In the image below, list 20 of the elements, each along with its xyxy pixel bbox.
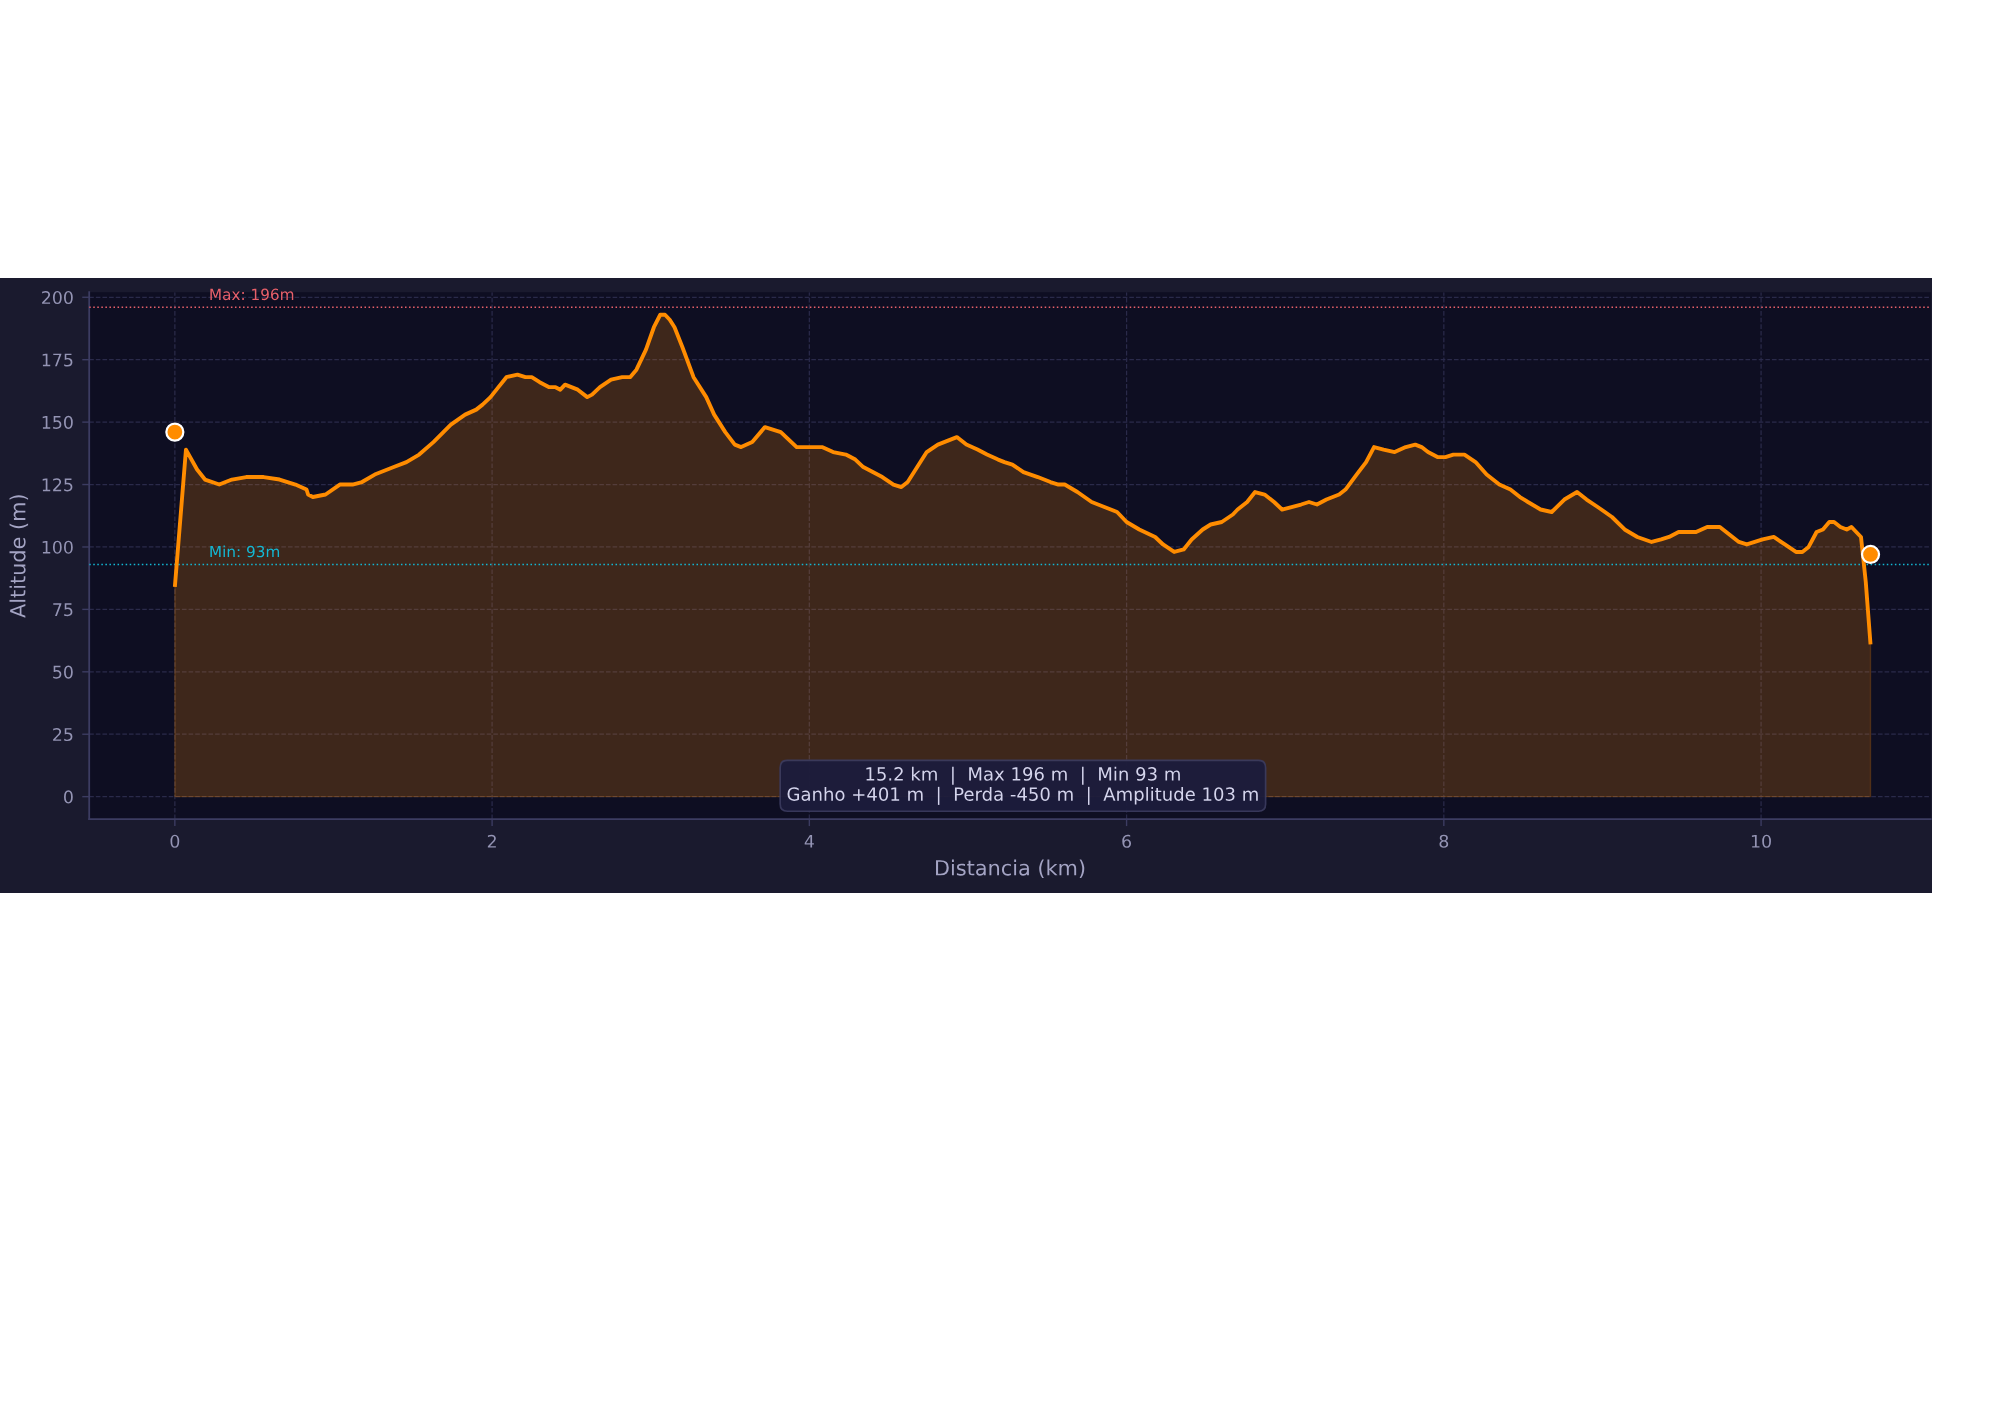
annotation: 15.2 km | Max 196 m | Min 93 m Ganho +401 m | Perda -450 m | Amplitude 103 m [787,766,1258,805]
y-axis-title: Altitude (m) [9,495,29,618]
y-tick-label: 175 [42,353,73,367]
ref-line-label: Min: 93m [210,545,280,558]
y-tick-label: 100 [42,540,73,554]
y-tick-label: 200 [42,290,73,305]
y-tick-label: 125 [42,478,73,492]
y-tick-label: 0 [64,790,73,804]
x-tick-label: 0 [170,834,180,848]
y-tick-label: 75 [53,603,73,617]
x-tick-label: 10 [1751,834,1771,848]
ref-line-label: Max: 196m [210,288,294,301]
x-axis-title: Distancia (km) [936,859,1085,879]
x-tick-label: 2 [487,834,496,848]
y-tick-label: 25 [53,727,73,742]
x-tick-label: 4 [804,834,814,848]
y-tick-label: 50 [53,665,73,679]
y-tick-label: 150 [42,415,73,429]
x-tick-label: 6 [1122,834,1132,848]
x-tick-label: 8 [1439,834,1449,848]
